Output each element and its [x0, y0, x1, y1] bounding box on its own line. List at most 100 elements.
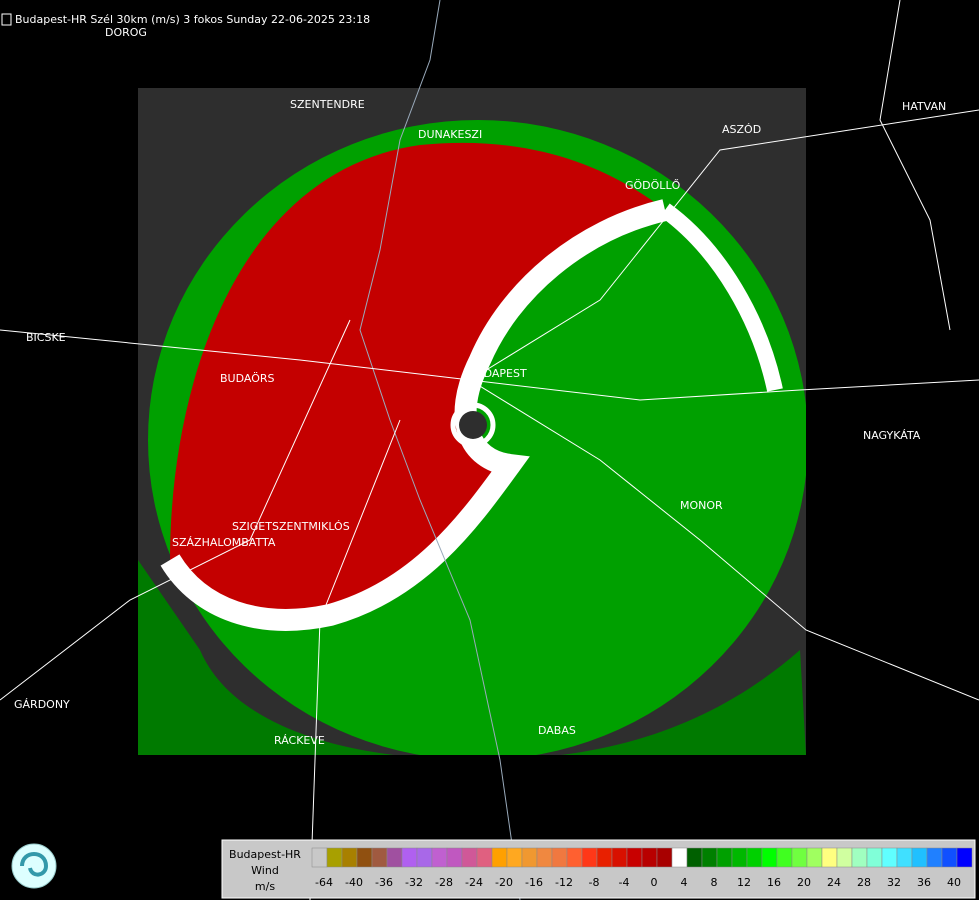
- legend-label: 20: [797, 876, 811, 889]
- place-label: DOROG: [105, 26, 147, 39]
- legend-swatch: [461, 847, 478, 868]
- place-label: NAGYKÁTA: [863, 429, 921, 442]
- legend-swatch: [671, 847, 688, 868]
- legend-label: 40: [947, 876, 961, 889]
- legend-label: -20: [495, 876, 513, 889]
- legend-label: 28: [857, 876, 871, 889]
- legend-swatch: [926, 847, 943, 868]
- legend-label: -24: [465, 876, 483, 889]
- road: [879, 0, 951, 331]
- legend-label: -12: [555, 876, 573, 889]
- legend-swatch: [371, 847, 388, 868]
- legend-label: 8: [711, 876, 718, 889]
- legend-swatch: [566, 847, 583, 868]
- place-label: MONOR: [680, 499, 723, 512]
- legend-swatch: [911, 847, 928, 868]
- legend-swatch: [521, 847, 538, 868]
- place-label: GÁRDONY: [14, 698, 70, 711]
- legend-swatch: [896, 847, 913, 868]
- legend-label: -40: [345, 876, 363, 889]
- legend-label: 4: [681, 876, 688, 889]
- echo-inbound-dark: [138, 560, 806, 755]
- legend-swatch: [701, 847, 718, 868]
- echo-zero-line: [160, 199, 668, 631]
- legend-swatch: [491, 847, 508, 868]
- legend-label: 16: [767, 876, 781, 889]
- logo: [11, 843, 57, 889]
- legend-label: -4: [619, 876, 630, 889]
- echo-zero-line: [660, 203, 783, 392]
- legend-swatch: [506, 847, 523, 868]
- logo-swirl: [20, 852, 49, 877]
- legend-swatch: [551, 847, 568, 868]
- place-label: RÁCKEVE: [274, 734, 325, 747]
- legend-swatch: [881, 847, 898, 868]
- echo-ring: [450, 402, 496, 448]
- legend-swatch: [956, 847, 973, 868]
- place-label: ASZÓD: [722, 123, 761, 136]
- icon: [1, 13, 12, 26]
- legend-label: 36: [917, 876, 931, 889]
- legend-label: -36: [375, 876, 393, 889]
- place-label: SZENTENDRE: [290, 98, 365, 111]
- legend-station: Budapest-HR: [229, 848, 301, 861]
- place-label: DUNAKESZI: [418, 128, 482, 141]
- road: [469, 109, 979, 381]
- legend-swatch: [611, 847, 628, 868]
- legend-swatch: [821, 847, 838, 868]
- title: Budapest-HR Szél 30km (m/s) 3 fokos Sund…: [15, 13, 370, 26]
- legend-swatch: [341, 847, 358, 868]
- legend-swatch: [656, 847, 673, 868]
- legend-swatch: [791, 847, 808, 868]
- legend-swatch: [311, 847, 328, 868]
- legend-swatch: [731, 847, 748, 868]
- header: Budapest-HR Szél 30km (m/s) 3 fokos Sund…: [1, 13, 370, 26]
- legend-swatch: [476, 847, 493, 868]
- place-label: BICSKE: [26, 331, 66, 344]
- legend-swatch: [776, 847, 793, 868]
- place-label: SZÁZHALOMBATTA: [172, 536, 276, 549]
- legend-swatch: [761, 847, 778, 868]
- radar-echo: [138, 120, 806, 755]
- legend-swatch: [851, 847, 868, 868]
- legend-swatch: [626, 847, 643, 868]
- legend-swatch: [401, 847, 418, 868]
- legend-swatch: [596, 847, 613, 868]
- radar-site: [459, 411, 487, 439]
- legend-label: -32: [405, 876, 423, 889]
- legend-label: 24: [827, 876, 841, 889]
- legend-swatch: [326, 847, 343, 868]
- legend-label: -16: [525, 876, 543, 889]
- legend-label: 32: [887, 876, 901, 889]
- place-label: DABAS: [538, 724, 576, 737]
- legend-swatch: [836, 847, 853, 868]
- place-label: BUDAPEST: [468, 367, 527, 380]
- legend-swatch: [866, 847, 883, 868]
- legend-label: 0: [651, 876, 658, 889]
- legend-swatch: [356, 847, 373, 868]
- legend-swatch: [431, 847, 448, 868]
- legend-label: -28: [435, 876, 453, 889]
- legend-swatch: [941, 847, 958, 868]
- legend-swatch: [581, 847, 598, 868]
- river: [359, 0, 521, 900]
- place-label: BUDAÖRS: [220, 372, 275, 385]
- legend-label: -64: [315, 876, 333, 889]
- road: [309, 419, 401, 900]
- legend-swatch: [806, 847, 823, 868]
- legend: Budapest-HR Wind m/s -64 -40 -36 -32 -28 -24-…: [221, 839, 976, 899]
- legend-swatch: [536, 847, 553, 868]
- legend-quantity: Wind: [251, 864, 279, 877]
- road: [469, 379, 979, 701]
- legend-swatch: [386, 847, 403, 868]
- legend-swatch: [746, 847, 763, 868]
- road: [0, 319, 351, 701]
- legend-label: -8: [589, 876, 600, 889]
- legend-swatch: [716, 847, 733, 868]
- legend-swatch: [416, 847, 433, 868]
- legend-unit: m/s: [255, 880, 275, 893]
- legend-label: 12: [737, 876, 751, 889]
- logo-disc: [11, 843, 57, 889]
